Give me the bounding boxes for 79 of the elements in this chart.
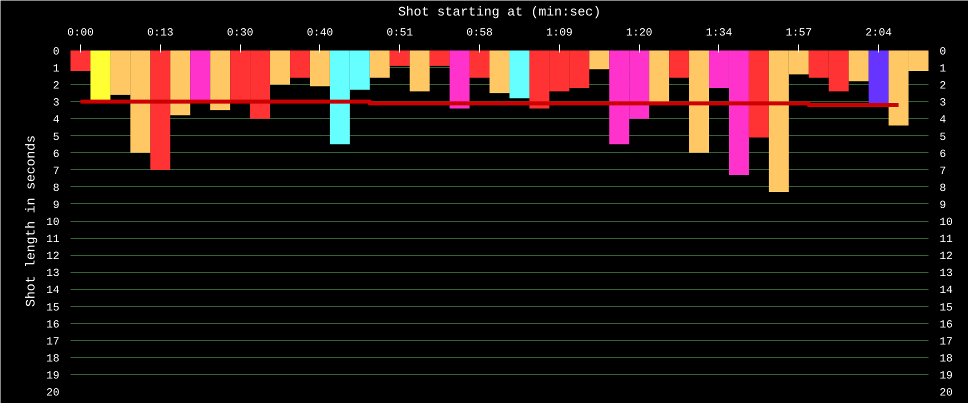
bar [370, 50, 390, 78]
y-tick-label: 17 [46, 336, 60, 348]
x-tick-label: 1:34 [706, 28, 733, 40]
bar [190, 50, 210, 102]
y-tick-label: 19 [46, 370, 60, 382]
y-tick-label: 0 [52, 46, 60, 58]
y2-tick-label: 2 [940, 80, 946, 93]
y-tick-label: 1 [52, 64, 60, 76]
y-tick-label: 4 [52, 114, 60, 127]
y-tick-label: 9 [52, 200, 60, 212]
y2-tick-label: 6 [940, 148, 946, 161]
y2-tick-label: 11 [940, 234, 954, 246]
x-tick-label: 0:58 [466, 28, 493, 40]
y-tick-label: 13 [46, 268, 60, 280]
y-tick-label: 11 [46, 234, 60, 246]
y2-tick-label: 5 [940, 132, 946, 144]
y2-tick-label: 19 [940, 370, 953, 382]
y-tick-label: 15 [46, 302, 60, 314]
bar [310, 50, 330, 86]
bar [748, 50, 769, 138]
y-tick-label: 16 [46, 319, 60, 332]
y-tick-label: 10 [46, 217, 60, 229]
x-tick-label: 0:00 [67, 28, 94, 40]
bar [669, 50, 690, 78]
x-tick-label: 0:13 [147, 28, 174, 40]
bar [410, 50, 430, 92]
y-tick-label: 2 [52, 80, 60, 93]
y-tick-label: 18 [46, 353, 60, 366]
y2-tick-label: 20 [940, 388, 953, 400]
bar [390, 50, 410, 66]
bar [649, 50, 670, 102]
y2-tick-label: 17 [940, 336, 953, 348]
bar [150, 50, 170, 170]
x-tick-label: 0:30 [226, 28, 254, 40]
y2-tick-label: 9 [940, 200, 946, 212]
bar [470, 50, 490, 78]
bar [210, 50, 230, 110]
bar [509, 50, 530, 98]
y2-tick-label: 16 [940, 319, 953, 332]
y2-tick-label: 3 [940, 98, 946, 110]
bar [90, 50, 110, 100]
y-tick-label: 14 [46, 285, 60, 298]
bar [868, 50, 889, 104]
bar [270, 50, 290, 85]
y-tick-label: 5 [52, 132, 60, 144]
bar [589, 50, 610, 70]
x-tick-label: 0:51 [386, 28, 414, 40]
x-axis-title: Shot starting at (min:sec) [398, 4, 601, 20]
y2-tick-label: 15 [940, 302, 953, 314]
bar [290, 50, 310, 78]
y2-tick-label: 1 [940, 64, 946, 76]
y2-tick-label: 8 [940, 182, 946, 195]
y-tick-label: 12 [46, 251, 60, 264]
y-axis-title: Shot length in seconds [23, 135, 38, 307]
bar [70, 50, 90, 71]
y2-tick-label: 13 [940, 268, 953, 280]
y2-tick-label: 14 [940, 285, 954, 298]
bar [450, 50, 470, 108]
y2-tick-label: 7 [940, 166, 946, 178]
y2-tick-label: 12 [940, 251, 953, 264]
y2-tick-label: 0 [940, 46, 946, 58]
x-tick-label: 1:09 [546, 28, 573, 40]
x-tick-label: 0:40 [306, 28, 334, 40]
y-tick-label: 6 [52, 148, 60, 161]
y-tick-label: 20 [46, 388, 60, 400]
x-tick-label: 1:57 [786, 28, 812, 40]
y-tick-label: 7 [52, 166, 60, 178]
bar [430, 50, 450, 66]
x-tick-label: 2:04 [865, 28, 892, 40]
y-tick-label: 8 [52, 182, 60, 195]
y2-tick-label: 4 [940, 114, 946, 127]
y-tick-label: 3 [52, 98, 60, 110]
bar [848, 50, 869, 82]
y2-tick-label: 18 [940, 353, 953, 366]
bar [490, 50, 510, 94]
y2-tick-label: 10 [940, 217, 953, 229]
x-tick-label: 1:20 [626, 28, 652, 40]
bar [170, 50, 190, 116]
bar [689, 50, 710, 153]
